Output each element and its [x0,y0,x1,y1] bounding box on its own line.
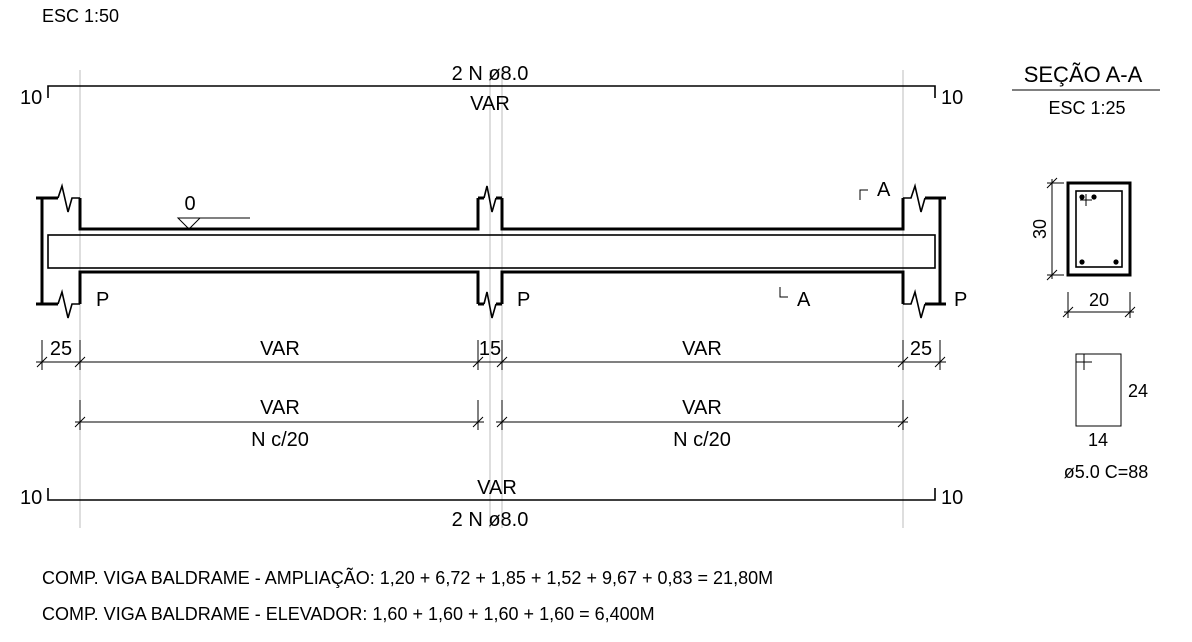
bottom-rebar: 10 10 VAR 2 N ø8.0 [20,477,963,531]
beam-elevation: 0 A A P P P [36,179,967,319]
bottom-bar-left-hook: 10 [20,487,42,509]
span1-stirrups: N c/20 [251,429,309,451]
stirrup-detail: 24 14 ø5.0 C=88 [1064,353,1149,482]
top-bar-spec: 2 N ø8.0 [452,63,529,85]
section-width: 20 [1089,290,1109,310]
dimension-row-2: VAR N c/20 VAR N c/20 [74,397,909,451]
dim-span1: VAR [260,338,300,360]
top-bar-length: VAR [470,93,510,115]
stirrup-width: 14 [1088,430,1108,450]
span2-length: VAR [682,397,722,419]
pillar-left-label: P [96,289,109,311]
reference-lines [79,70,904,528]
bottom-bar-right-hook: 10 [941,487,963,509]
note-line-1: COMP. VIGA BALDRAME - AMPLIAÇÃO: 1,20 + … [42,567,773,588]
section-a-a: SEÇÃO A-A ESC 1:25 30 20 [1012,62,1160,318]
span1-length: VAR [260,397,300,419]
pillar-right-label: P [954,289,967,311]
bottom-bar-length: VAR [477,477,517,499]
section-height: 30 [1030,219,1050,239]
note-line-2: COMP. VIGA BALDRAME - ELEVADOR: 1,60 + 1… [42,604,655,624]
stirrup-spec: ø5.0 C=88 [1064,462,1149,482]
dim-left-end: 25 [50,338,72,360]
span2-stirrups: N c/20 [673,429,731,451]
section-cut-top: A [877,179,891,201]
bottom-bar-spec: 2 N ø8.0 [452,509,529,531]
level-label: 0 [184,193,195,215]
section-scale: ESC 1:25 [1048,98,1125,118]
dim-span2: VAR [682,338,722,360]
dim-right-end: 25 [910,338,932,360]
drawing-scale: ESC 1:50 [42,6,119,26]
top-rebar: 10 10 2 N ø8.0 VAR [20,63,963,115]
stirrup-height: 24 [1128,381,1148,401]
top-bar-left-hook: 10 [20,87,42,109]
pillar-middle-label: P [517,289,530,311]
top-bar-right-hook: 10 [941,87,963,109]
dim-mid: 15 [479,338,501,360]
section-title: SEÇÃO A-A [1024,62,1143,87]
section-cut-bottom: A [797,289,811,311]
dimension-row-1: 25 VAR 15 VAR 25 [36,338,946,370]
notes: COMP. VIGA BALDRAME - AMPLIAÇÃO: 1,20 + … [42,567,773,624]
